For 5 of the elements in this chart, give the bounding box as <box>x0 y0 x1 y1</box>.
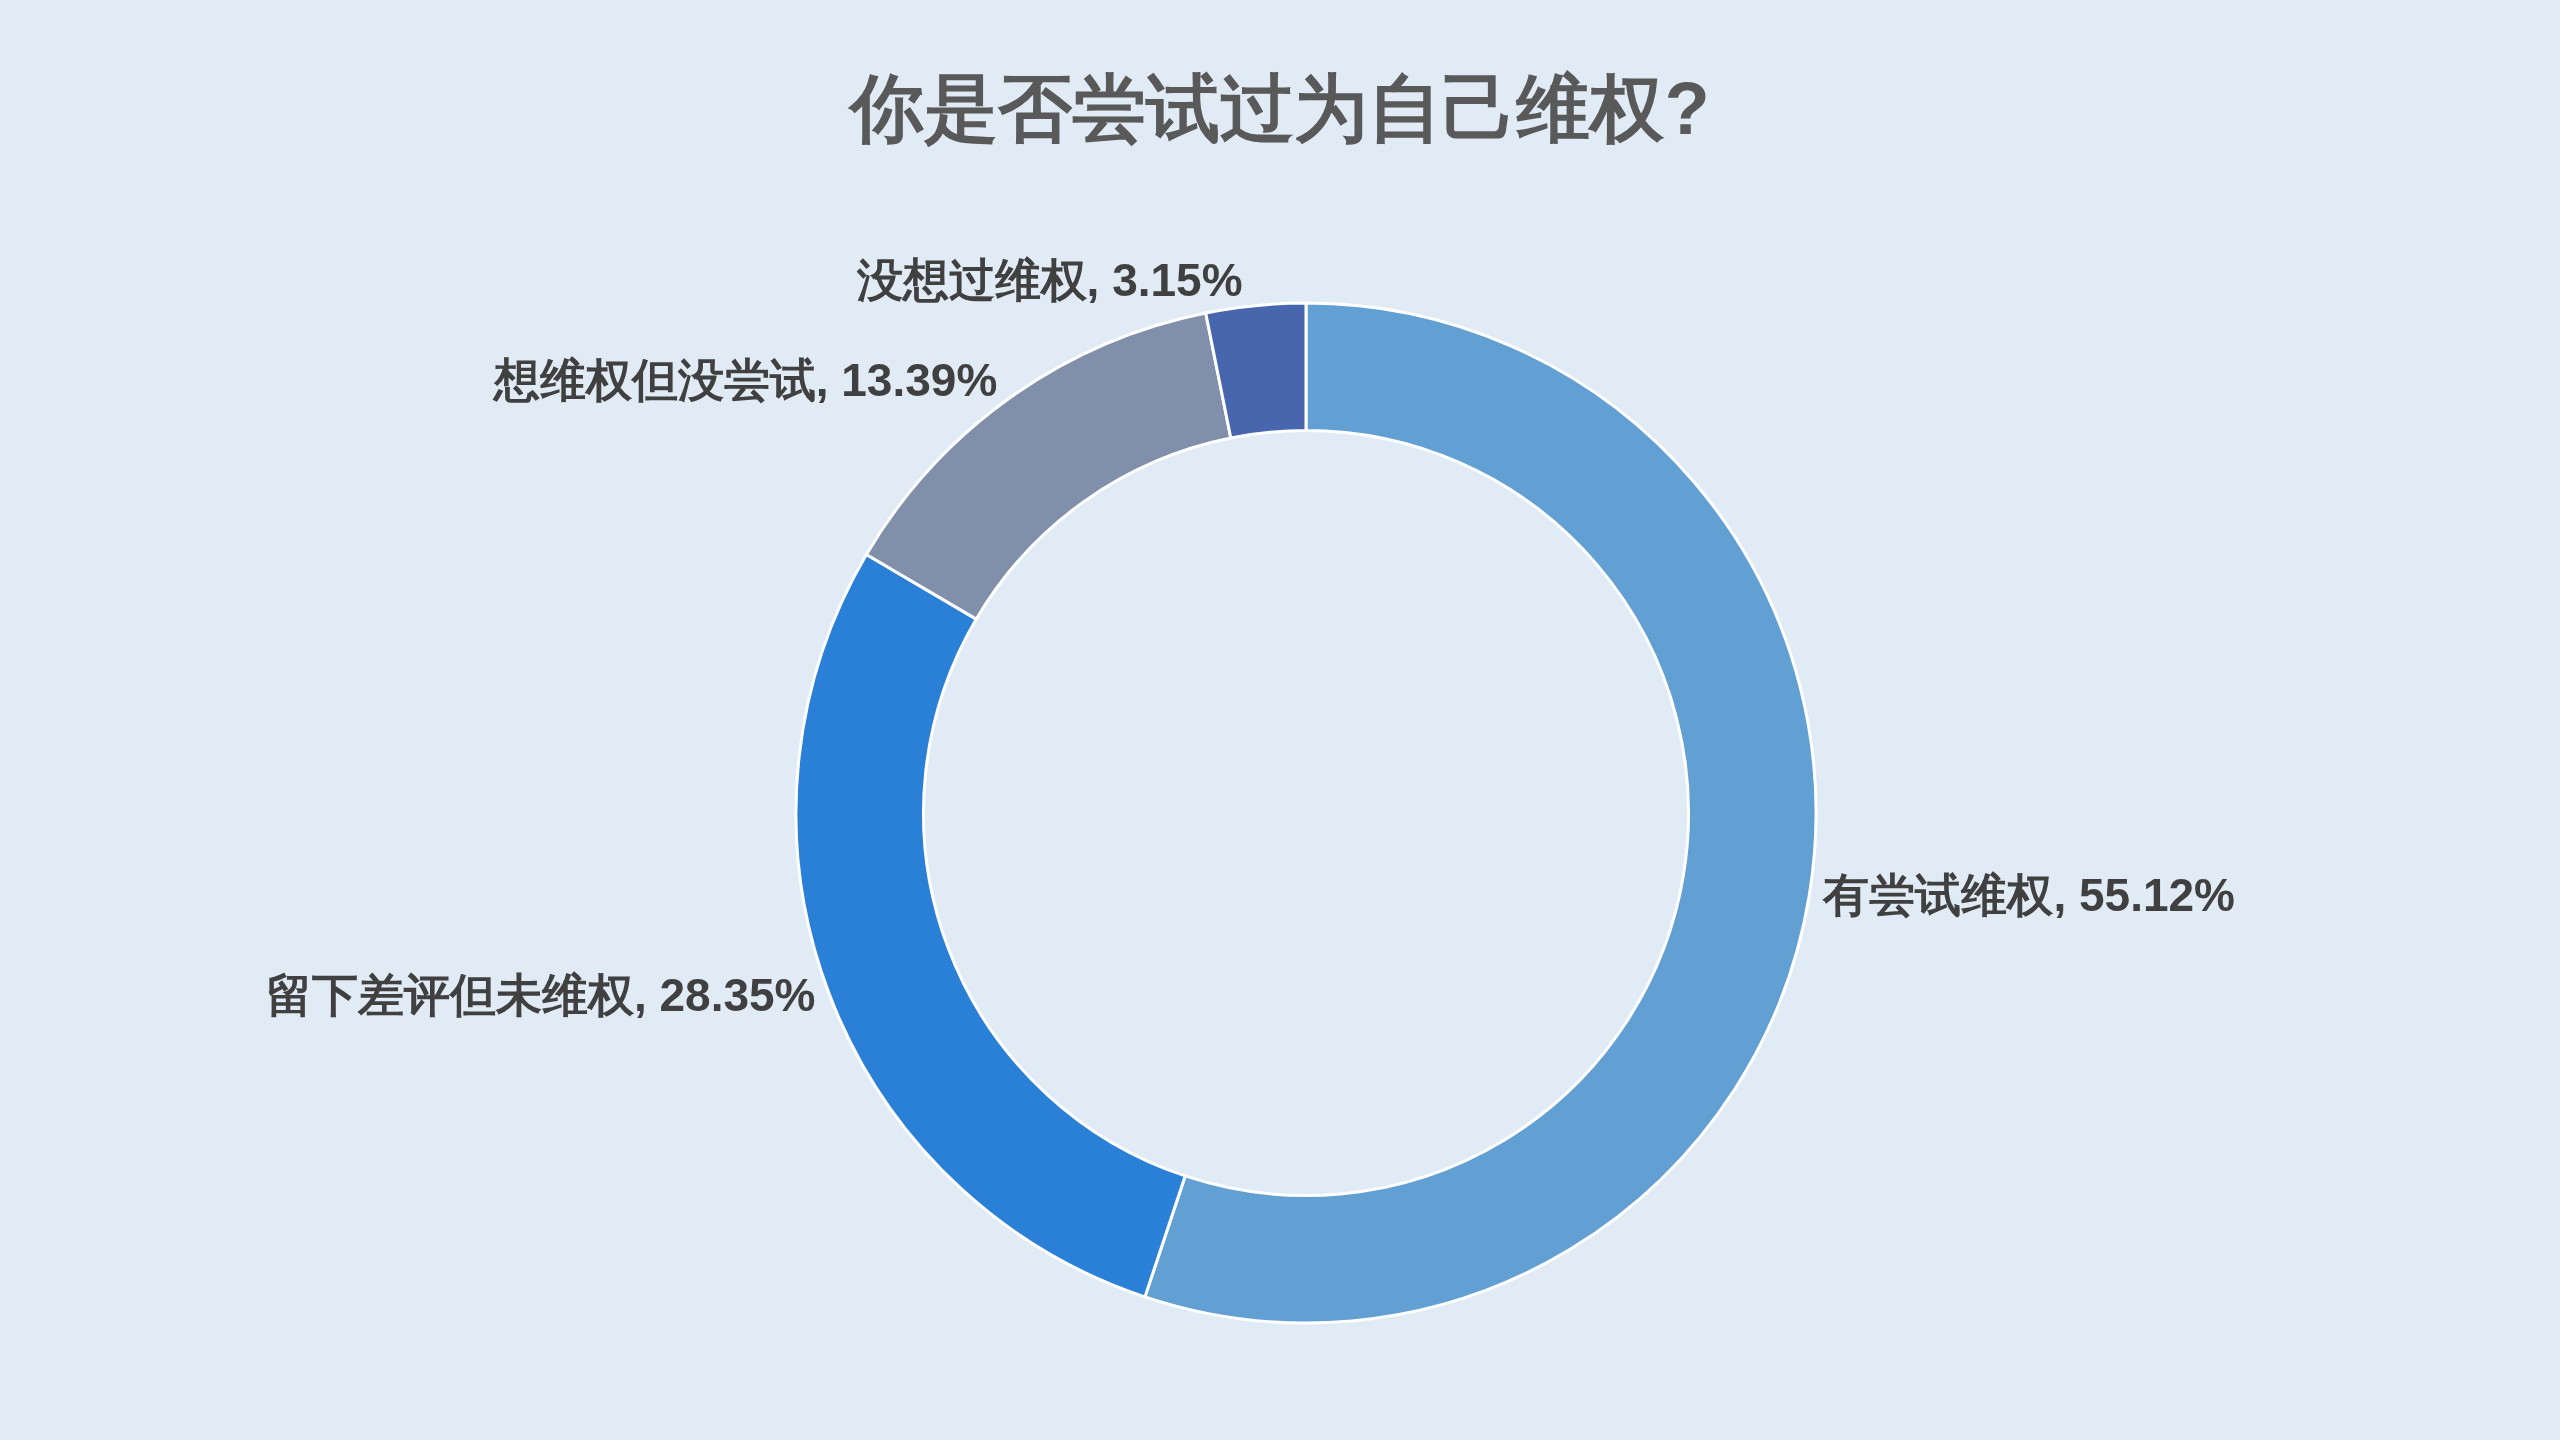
slice-label: 想维权但没尝试, 13.39% <box>491 354 998 407</box>
chart-title: 你是否尝试过为自己维权? <box>847 66 1710 150</box>
slice-label: 没想过维权, 3.15% <box>855 253 1243 306</box>
slice-label: 有尝试维权, 55.12% <box>1822 869 2236 922</box>
slice-label: 留下差评但未维权, 28.35% <box>265 969 816 1022</box>
